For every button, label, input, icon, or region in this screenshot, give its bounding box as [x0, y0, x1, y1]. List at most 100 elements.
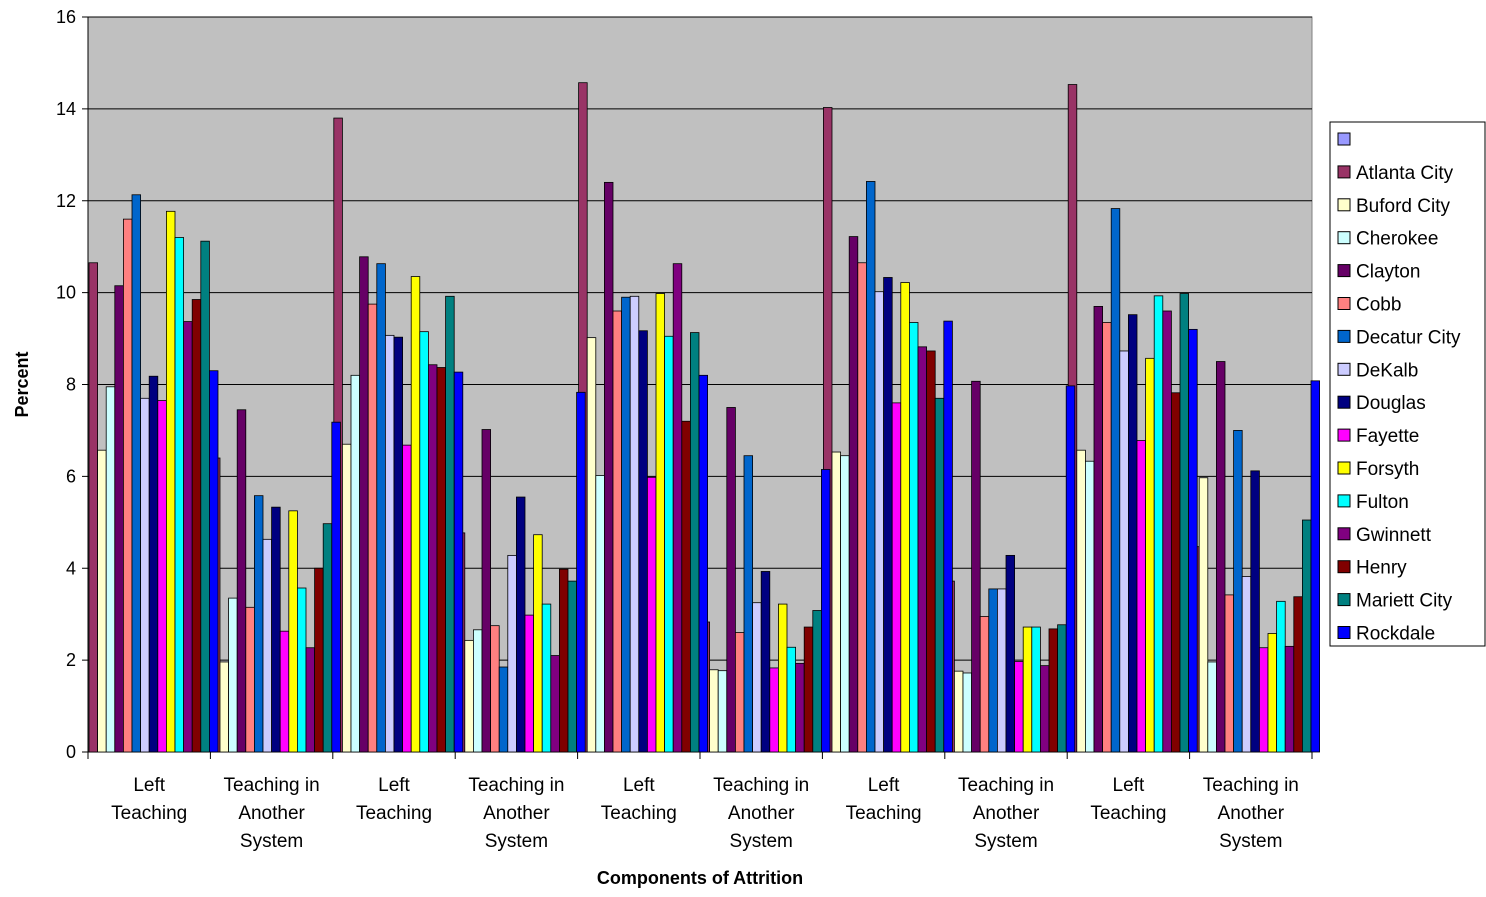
- bar: [305, 647, 316, 753]
- x-tick-label: Teaching: [1090, 803, 1166, 824]
- bar: [1198, 477, 1209, 753]
- bar: [857, 262, 867, 753]
- bar: [1207, 661, 1217, 753]
- bar: [883, 277, 893, 753]
- x-tick-label: System: [730, 831, 793, 852]
- bar: [629, 295, 640, 753]
- x-tick-label: Teaching in: [468, 775, 564, 796]
- legend-swatch: [1337, 527, 1351, 541]
- legend-label: DeKalb: [1356, 360, 1418, 381]
- bar: [296, 587, 307, 753]
- legend-swatch: [1337, 461, 1351, 475]
- x-tick-label: Left: [378, 775, 410, 796]
- bar: [962, 672, 973, 753]
- bar: [331, 421, 341, 753]
- bar: [595, 475, 605, 753]
- bar: [934, 397, 945, 753]
- bar: [831, 451, 842, 753]
- bar: [393, 336, 404, 753]
- legend-swatch: [1337, 329, 1351, 343]
- bar: [760, 571, 771, 753]
- x-tick-label: Teaching: [601, 803, 677, 824]
- bar: [445, 295, 455, 753]
- bar: [367, 303, 378, 753]
- bar: [586, 337, 597, 753]
- x-tick-label: Another: [483, 803, 550, 824]
- bar: [812, 610, 822, 753]
- bar: [165, 210, 176, 753]
- legend-swatch: [1337, 264, 1351, 278]
- x-tick-label: Teaching in: [224, 775, 320, 796]
- bar: [516, 496, 526, 753]
- bar: [681, 420, 691, 753]
- bar: [419, 331, 429, 753]
- x-tick-label: Another: [1218, 803, 1285, 824]
- bar: [314, 567, 324, 753]
- bar: [200, 240, 210, 753]
- x-tick-label: Left: [133, 775, 165, 796]
- bar: [1233, 430, 1243, 753]
- bar: [271, 506, 281, 753]
- bar: [1267, 633, 1278, 753]
- bar: [1031, 626, 1041, 753]
- legend-label: Gwinnett: [1356, 525, 1432, 546]
- legend-label: Cherokee: [1356, 229, 1438, 250]
- x-tick-label: Teaching: [111, 803, 187, 824]
- x-tick-label: Left: [868, 775, 900, 796]
- bar: [672, 263, 683, 753]
- x-tick-label: Another: [728, 803, 795, 824]
- bar: [1076, 449, 1086, 753]
- legend-swatch: [1337, 593, 1351, 607]
- x-tick-label: System: [974, 831, 1037, 852]
- bar: [698, 374, 709, 753]
- y-tick-label: 4: [66, 558, 76, 578]
- bar: [1310, 380, 1321, 753]
- bar: [1284, 645, 1295, 753]
- y-tick-label: 10: [56, 283, 76, 303]
- bar: [384, 334, 395, 753]
- legend-swatch: [1337, 395, 1351, 409]
- bar: [786, 646, 797, 753]
- legend-label: Henry: [1356, 558, 1407, 579]
- bar: [253, 495, 264, 753]
- legend-label: Fulton: [1356, 492, 1409, 513]
- bar: [507, 554, 517, 753]
- bar: [1145, 357, 1155, 753]
- legend-label: Decatur City: [1356, 327, 1461, 348]
- bar: [1241, 576, 1252, 753]
- bar: [1276, 600, 1286, 753]
- legend-swatch: [1337, 362, 1351, 376]
- bar: [1136, 440, 1147, 753]
- bar: [752, 602, 762, 753]
- legend-swatch: [1337, 165, 1351, 179]
- x-tick-label: Teaching: [846, 803, 922, 824]
- bar: [402, 444, 412, 753]
- bar: [1128, 314, 1138, 753]
- y-tick-label: 14: [56, 99, 76, 119]
- bar: [971, 380, 981, 753]
- y-tick-label: 0: [66, 742, 76, 762]
- bar: [803, 626, 814, 753]
- bar: [436, 367, 447, 753]
- bar: [979, 616, 990, 753]
- bar: [464, 639, 474, 753]
- bar: [1022, 626, 1033, 753]
- legend-label: Douglas: [1356, 393, 1426, 414]
- legend-label: Buford City: [1356, 196, 1450, 217]
- bar: [490, 625, 500, 753]
- x-tick-label: Left: [1113, 775, 1145, 796]
- bar: [376, 263, 386, 753]
- bar: [769, 667, 779, 753]
- x-tick-label: System: [240, 831, 303, 852]
- bar: [726, 407, 736, 753]
- bar: [1302, 519, 1312, 753]
- bar: [621, 296, 631, 753]
- bar: [114, 285, 124, 753]
- bar: [1014, 661, 1024, 753]
- legend-swatch: [1337, 198, 1351, 212]
- bar: [848, 236, 859, 753]
- bar: [472, 629, 483, 753]
- bar: [988, 588, 998, 753]
- bar: [1179, 293, 1190, 753]
